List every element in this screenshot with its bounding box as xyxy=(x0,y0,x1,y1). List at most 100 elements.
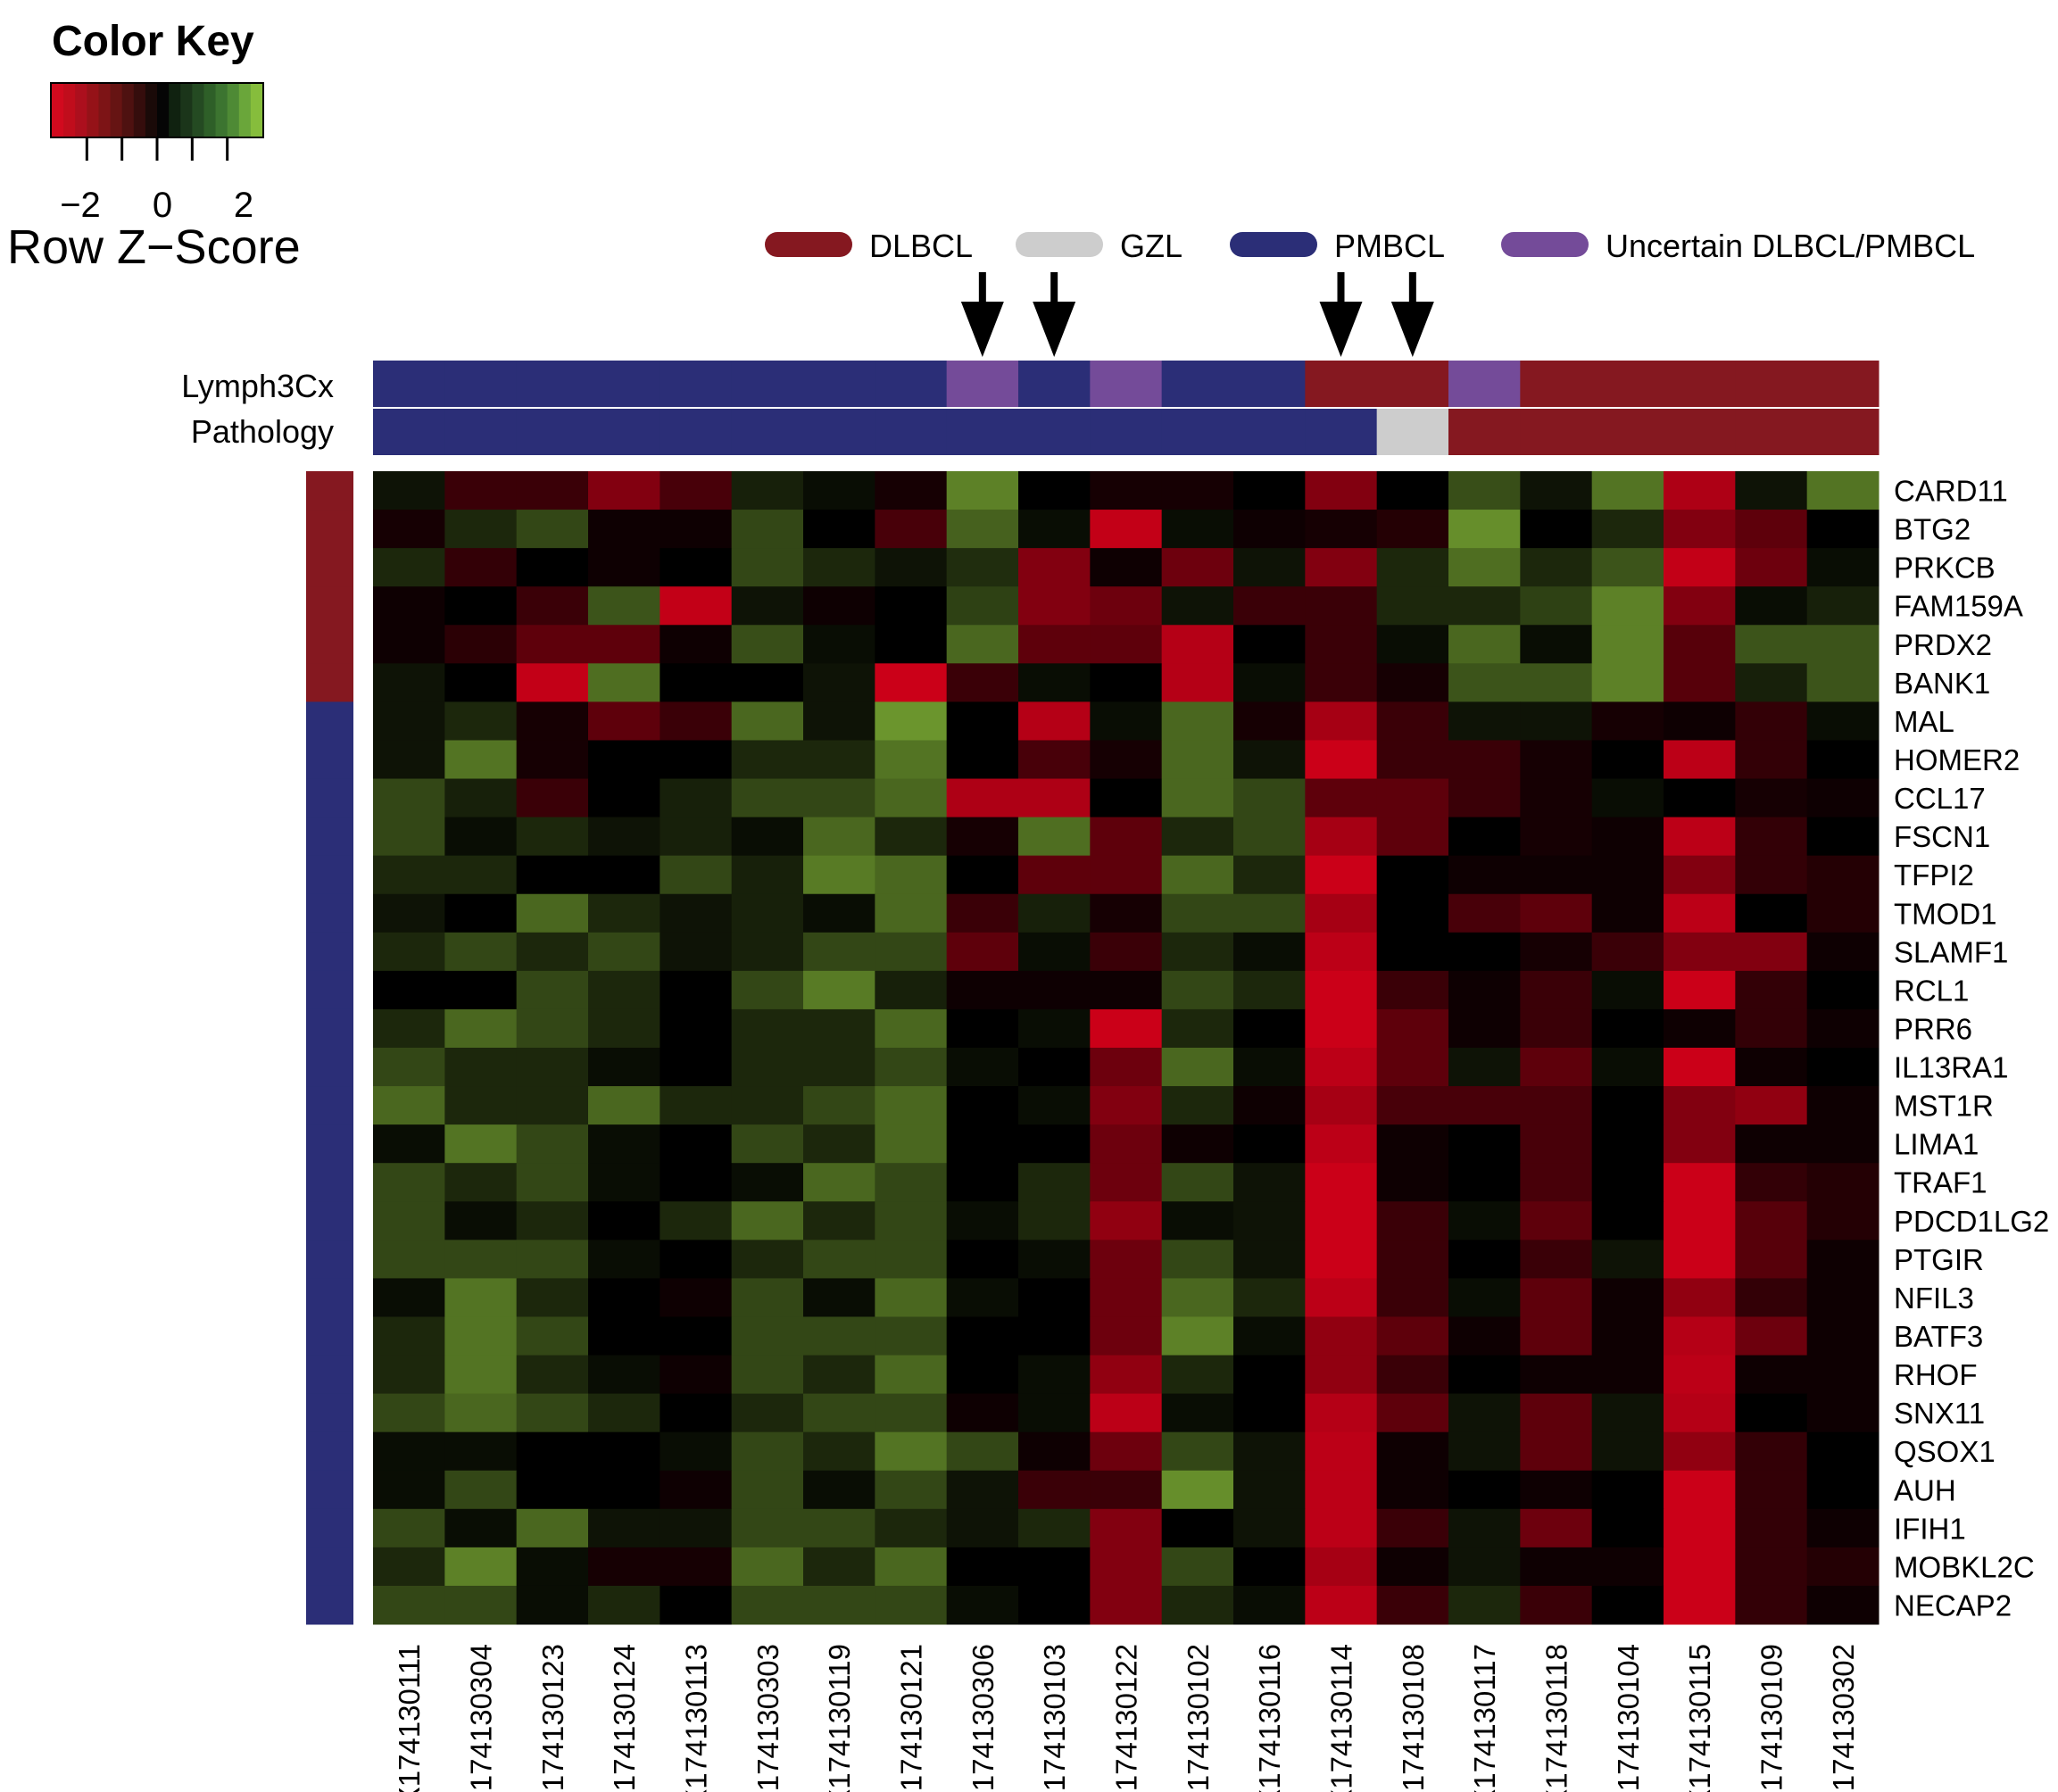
heatmap-cell xyxy=(1735,663,1808,702)
annotation-cell-pathology xyxy=(946,409,1019,455)
heatmap-cell xyxy=(875,893,948,933)
heatmap-cell xyxy=(1448,510,1521,549)
heatmap-cell xyxy=(1735,1124,1808,1164)
heatmap-cell xyxy=(1161,1163,1234,1202)
heatmap-cell xyxy=(1305,740,1378,780)
row-side-cell xyxy=(306,1355,353,1395)
row-side-cell xyxy=(306,1048,353,1087)
heatmap-cell xyxy=(1806,932,1880,972)
heatmap-cell xyxy=(1448,1240,1521,1279)
heatmap-cell xyxy=(1664,510,1736,549)
heatmap-cell xyxy=(660,663,733,702)
heatmap-cell xyxy=(1018,1163,1091,1202)
row-label-lima1: LIMA1 xyxy=(1894,1128,1979,1161)
heatmap-cell xyxy=(1448,1470,1521,1510)
heatmap-cell xyxy=(516,548,589,587)
heatmap-cell xyxy=(516,701,589,741)
heatmap-cell xyxy=(516,663,589,702)
heatmap-cell xyxy=(660,1201,733,1240)
annotation-cell-pathology xyxy=(1664,409,1736,455)
color-key-tick-label: −2 xyxy=(60,186,101,225)
legend-label-pmbcl: PMBCL xyxy=(1334,228,1445,264)
heatmap-cell xyxy=(1591,1163,1664,1202)
heatmap-cell xyxy=(373,1431,445,1472)
heatmap-cell xyxy=(875,1008,948,1049)
heatmap-cell xyxy=(1806,1278,1880,1317)
heatmap-cell xyxy=(588,1240,660,1279)
heatmap-cell xyxy=(1806,625,1880,664)
heatmap-cell xyxy=(1448,1547,1521,1587)
heatmap-cell xyxy=(803,1278,875,1317)
row-label-prr6: PRR6 xyxy=(1894,1012,1972,1045)
row-label-card11: CARD11 xyxy=(1894,475,2008,508)
heatmap-cell xyxy=(1090,625,1163,664)
heatmap-cell xyxy=(731,1278,804,1317)
heatmap-cell xyxy=(1735,740,1808,780)
row-side-cell xyxy=(306,701,353,741)
annotation-cell-pathology xyxy=(1233,409,1306,455)
heatmap-cell xyxy=(1305,1163,1378,1202)
color-key-swatch xyxy=(180,84,193,137)
heatmap-cell xyxy=(444,932,518,972)
heatmap-cell xyxy=(1520,932,1593,972)
heatmap-cell xyxy=(1161,586,1234,626)
heatmap-cell xyxy=(946,1278,1019,1317)
heatmap-cell xyxy=(444,701,518,741)
heatmap-cell xyxy=(444,1508,518,1548)
column-label-x174130109: X174130109 xyxy=(1755,1644,1788,1792)
heatmap-cell xyxy=(803,701,875,741)
color-key-swatch xyxy=(215,84,228,137)
heatmap-cell xyxy=(1233,740,1306,780)
heatmap-cells xyxy=(373,471,1880,1625)
heatmap-cell xyxy=(1591,548,1664,587)
column-label-x174130102: X174130102 xyxy=(1182,1644,1215,1792)
heatmap-cell xyxy=(444,1470,518,1510)
heatmap-cell xyxy=(875,855,948,895)
heatmap-cell xyxy=(1376,1508,1449,1548)
heatmap-cell xyxy=(660,817,733,857)
heatmap-cell xyxy=(588,1431,660,1472)
heatmap-cell xyxy=(1735,1547,1808,1587)
heatmap-cell xyxy=(588,625,660,664)
heatmap-cell xyxy=(731,1470,804,1510)
heatmap-cell xyxy=(1806,1163,1880,1202)
heatmap-cell xyxy=(1591,1393,1664,1433)
heatmap-cell xyxy=(373,471,445,510)
heatmap-cell xyxy=(875,1355,948,1395)
heatmap-cell xyxy=(731,548,804,587)
heatmap-cell xyxy=(373,701,445,741)
heatmap-cell xyxy=(1448,1316,1521,1356)
heatmap-cell xyxy=(444,1008,518,1049)
heatmap-cell xyxy=(1664,1048,1736,1087)
heatmap-cell xyxy=(660,625,733,664)
annotation-cell-pathology xyxy=(444,409,518,455)
row-label-pdcd1lg2: PDCD1LG2 xyxy=(1894,1205,2049,1238)
heatmap-cell xyxy=(1090,932,1163,972)
annotation-cell-pathology xyxy=(1448,409,1521,455)
column-label-x174130114: X174130114 xyxy=(1325,1644,1358,1792)
heatmap-cell xyxy=(444,510,518,549)
heatmap-cell xyxy=(1591,1201,1664,1240)
heatmap-cell xyxy=(1305,548,1378,587)
heatmap-cell xyxy=(803,1508,875,1548)
heatmap-cell xyxy=(1806,1316,1880,1356)
heatmap-cell xyxy=(444,855,518,895)
heatmap-cell xyxy=(660,1124,733,1164)
heatmap-cell xyxy=(1018,970,1091,1010)
row-side-cell xyxy=(306,970,353,1010)
heatmap-cell xyxy=(1018,1240,1091,1279)
heatmap-cell xyxy=(660,510,733,549)
heatmap-cell xyxy=(1448,932,1521,972)
heatmap-cell xyxy=(1806,510,1880,549)
heatmap-cell xyxy=(946,932,1019,972)
row-side-cell xyxy=(306,778,353,818)
heatmap-cell xyxy=(875,1431,948,1472)
heatmap-cell xyxy=(1664,1393,1736,1433)
heatmap-cell xyxy=(1448,1163,1521,1202)
heatmap-cell xyxy=(373,1355,445,1395)
heatmap-cell xyxy=(373,1048,445,1087)
annotation-cell-lymph3cx xyxy=(588,361,660,407)
row-side-colors xyxy=(306,471,353,1625)
heatmap-cell xyxy=(1376,778,1449,818)
heatmap-cell xyxy=(1233,1470,1306,1510)
